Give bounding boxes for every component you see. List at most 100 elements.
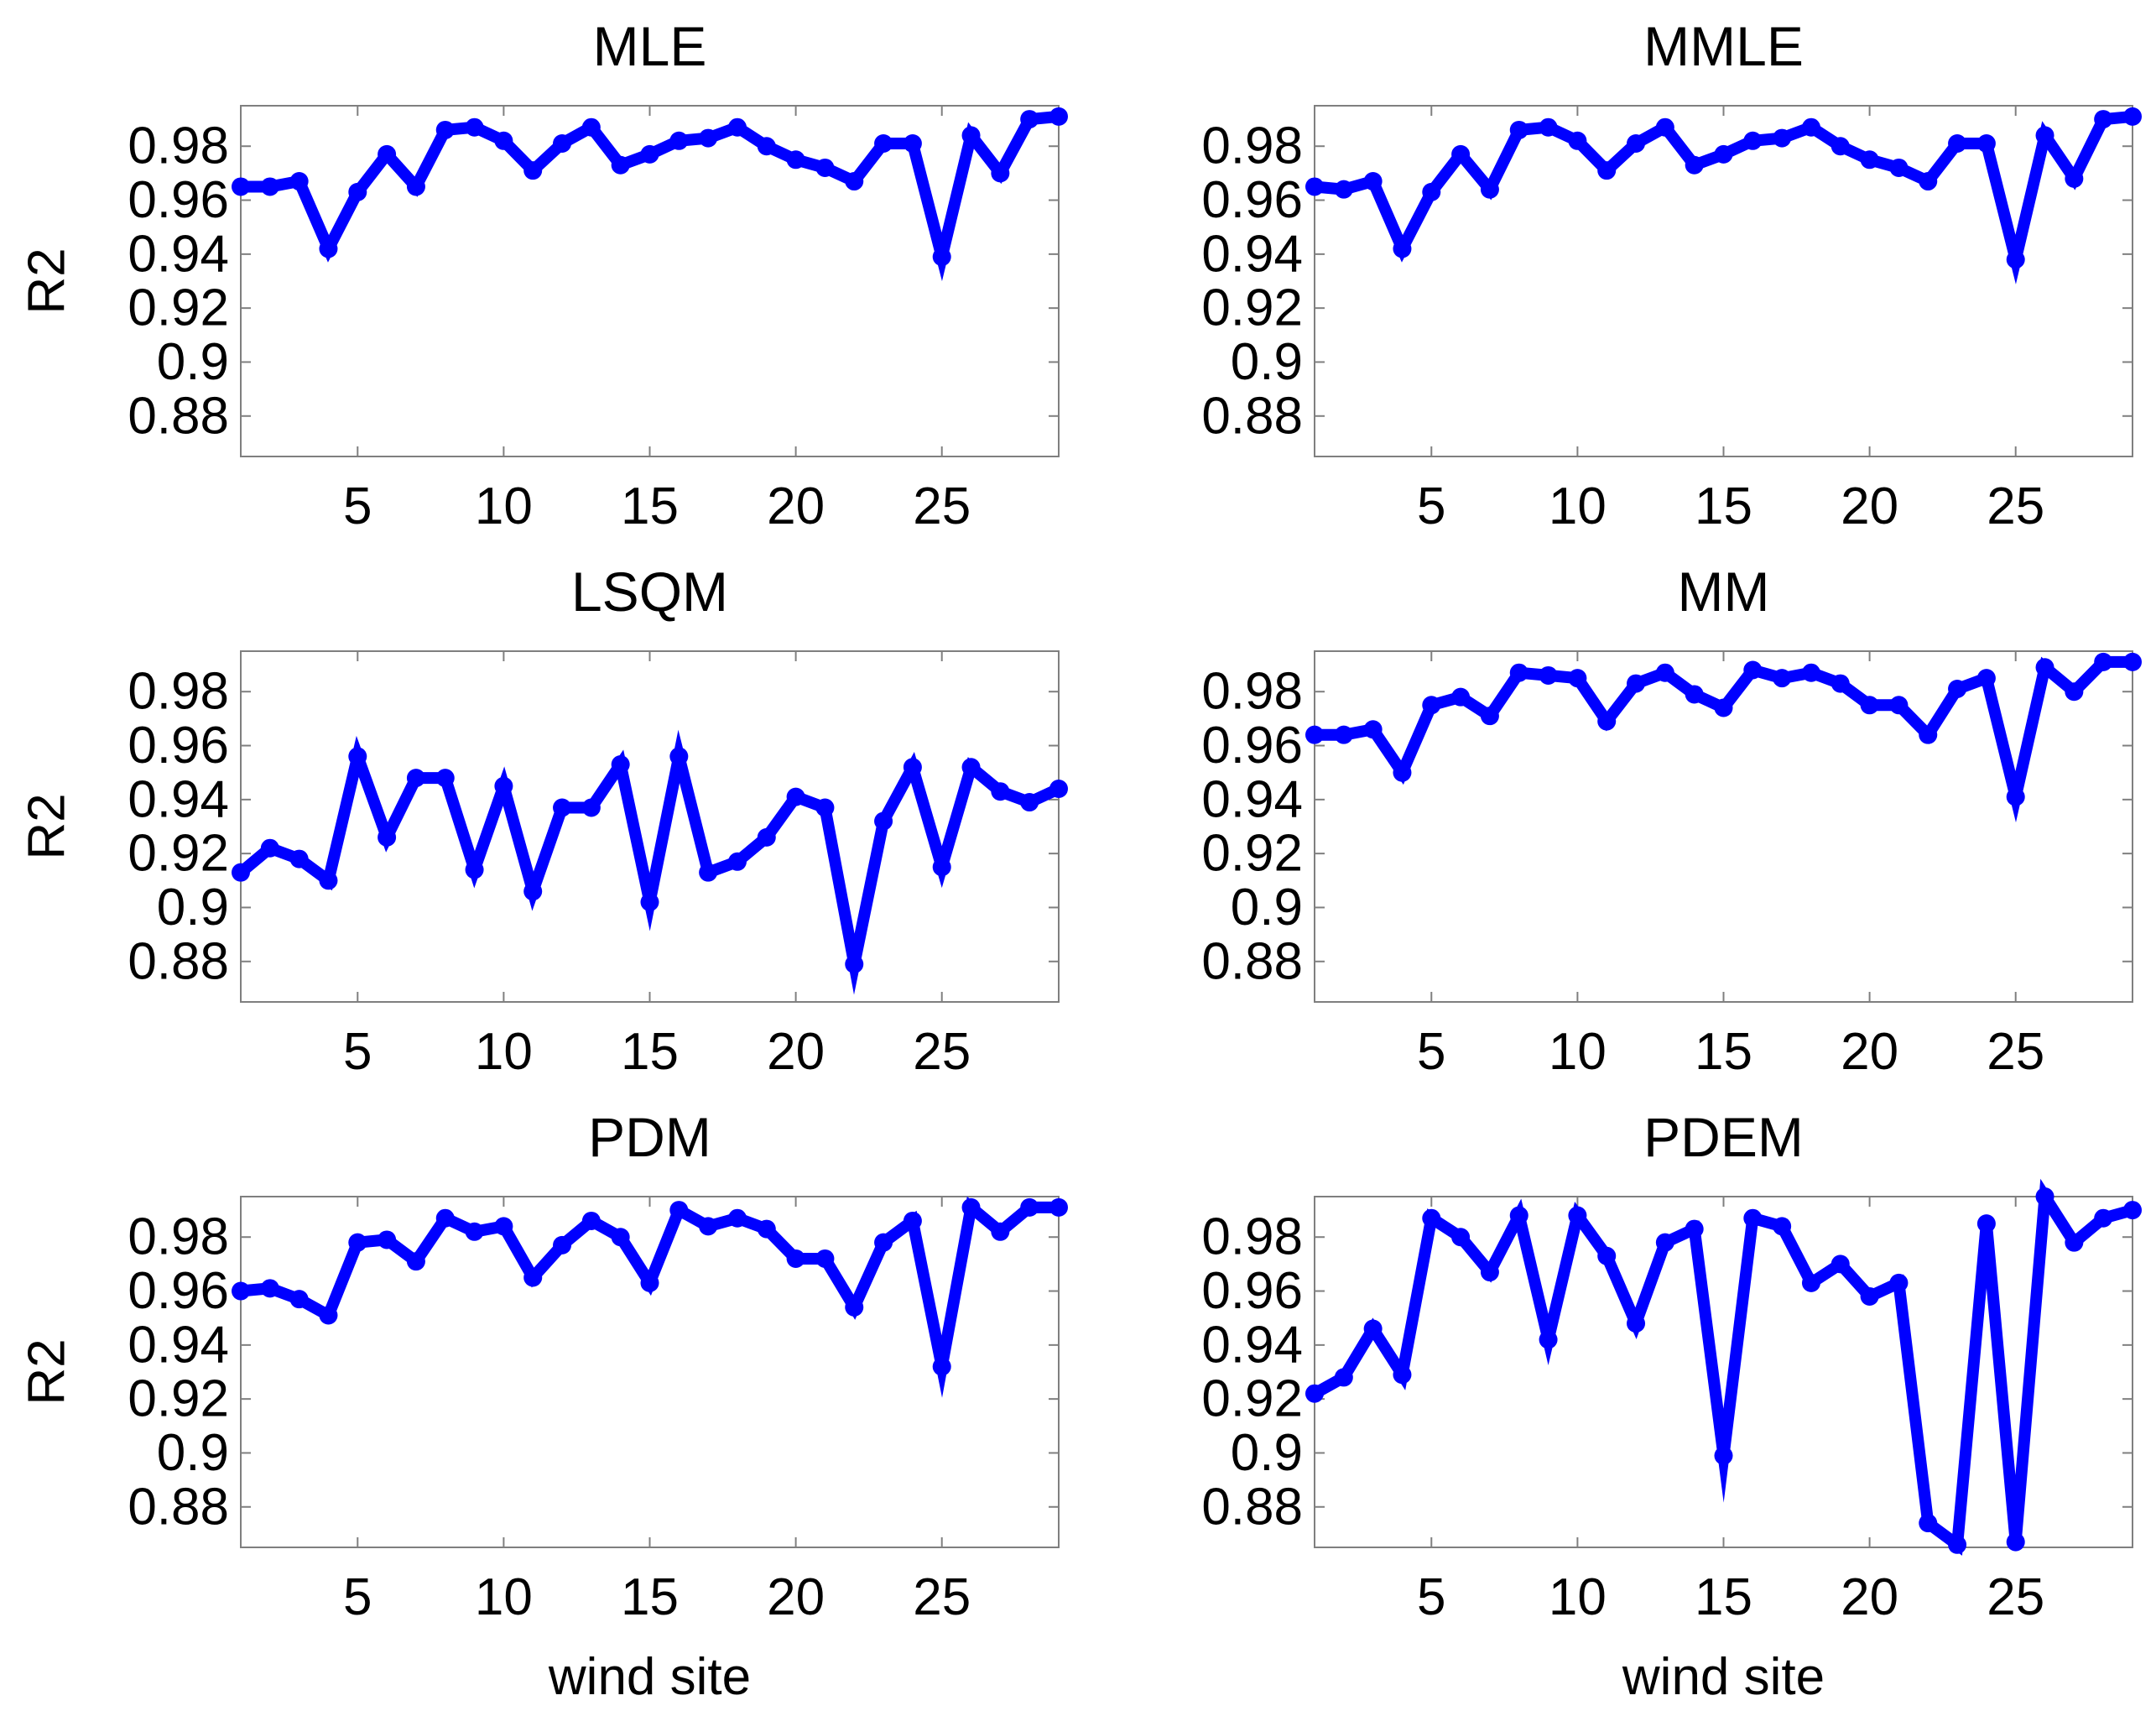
- data-point: [1948, 1535, 1967, 1554]
- data-point: [611, 155, 630, 175]
- data-point: [1334, 1368, 1353, 1387]
- data-point: [2035, 1187, 2054, 1206]
- x-tick-label: 10: [1549, 1023, 1607, 1081]
- data-point: [1363, 172, 1383, 191]
- data-point: [1393, 1365, 1412, 1385]
- data-point: [1049, 1197, 1068, 1217]
- y-axis-label: R2: [18, 1338, 76, 1405]
- data-point: [1831, 1255, 1850, 1274]
- data-point: [1714, 1446, 1733, 1465]
- y-tick-label: 0.94: [128, 225, 229, 283]
- data-point: [2123, 107, 2142, 126]
- x-tick-label: 5: [1417, 1023, 1445, 1081]
- x-tick-label: 10: [475, 1568, 533, 1626]
- y-tick-label: 0.92: [1201, 1370, 1303, 1428]
- data-point: [260, 177, 279, 196]
- data-point: [1451, 687, 1471, 707]
- data-point: [961, 1197, 981, 1217]
- data-point: [2006, 250, 2025, 269]
- data-point: [581, 1211, 601, 1230]
- data-point: [1948, 680, 1967, 699]
- y-tick-label: 0.9: [1231, 1424, 1303, 1482]
- data-point: [727, 852, 747, 871]
- data-point: [1685, 685, 1704, 704]
- subplot-mle: 0.880.90.920.940.960.98 5 10 15 20 25 MLE R2: [18, 15, 1068, 535]
- y-tick-label: 0.96: [128, 171, 229, 229]
- data-point: [1480, 1263, 1499, 1282]
- x-tick-label: 20: [1841, 1023, 1898, 1081]
- data-point: [1568, 669, 1587, 688]
- y-tick-label: 0.9: [157, 333, 229, 391]
- y-tick-label: 0.96: [128, 717, 229, 775]
- subplot-lsqm: 0.880.90.920.940.960.98 5 10 15 20 25 LSQM R2: [18, 561, 1068, 1081]
- data-point: [640, 893, 659, 912]
- data-point: [1889, 158, 1909, 177]
- y-tick-label: 0.92: [1201, 279, 1303, 337]
- data-point: [1334, 725, 1353, 744]
- data-point: [757, 1219, 776, 1239]
- data-point: [1714, 698, 1733, 717]
- data-point: [903, 1211, 922, 1230]
- data-point: [1655, 663, 1674, 682]
- y-axis-label: R2: [18, 793, 76, 859]
- x-tick-label: 25: [913, 477, 971, 535]
- data-point: [1860, 1286, 1879, 1306]
- data-point: [1020, 793, 1039, 812]
- data-point: [1773, 669, 1792, 688]
- data-point: [260, 1279, 279, 1298]
- y-tick-label: 0.88: [1201, 1478, 1303, 1536]
- data-point: [1480, 707, 1499, 726]
- data-point: [319, 239, 338, 258]
- data-point: [757, 137, 776, 156]
- data-point: [1831, 674, 1850, 693]
- data-point: [845, 1297, 864, 1317]
- data-point: [815, 1249, 835, 1268]
- subplot-title: PDM: [588, 1106, 711, 1168]
- data-point: [2065, 1233, 2084, 1252]
- data-point: [1597, 161, 1617, 180]
- y-tick-label: 0.92: [1201, 825, 1303, 883]
- y-tick-label: 0.88: [128, 387, 229, 445]
- y-tick-label: 0.92: [128, 1370, 229, 1428]
- y-tick-label: 0.88: [1201, 932, 1303, 990]
- data-point: [1480, 180, 1499, 199]
- data-point: [932, 1357, 951, 1376]
- y-tick-label: 0.98: [128, 663, 229, 721]
- data-point: [465, 1222, 484, 1241]
- x-tick-label: 20: [767, 1023, 825, 1081]
- data-point: [1509, 120, 1528, 139]
- x-tick-label: 5: [343, 477, 372, 535]
- data-point: [319, 1306, 338, 1325]
- data-point: [232, 863, 250, 882]
- data-point: [1976, 669, 1996, 688]
- data-point: [1049, 779, 1068, 798]
- data-point: [1948, 134, 1967, 154]
- data-point: [435, 1208, 455, 1228]
- data-point: [1831, 137, 1850, 156]
- data-point: [874, 134, 893, 154]
- y-tick-label: 0.98: [128, 117, 229, 175]
- data-point: [1539, 1330, 1558, 1349]
- data-point: [699, 863, 718, 882]
- subplot-pdem: 0.880.90.920.940.960.98 5 10 15 20 25 PDEM wind…: [1201, 1106, 2142, 1706]
- data-point: [581, 117, 601, 137]
- y-tick-label: 0.9: [157, 879, 229, 936]
- data-point: [1801, 663, 1820, 682]
- data-point: [640, 144, 659, 164]
- data-point: [1685, 155, 1704, 175]
- data-point: [786, 150, 805, 170]
- x-tick-label: 5: [343, 1023, 372, 1081]
- data-point: [1451, 1228, 1471, 1247]
- y-tick-label: 0.96: [1201, 171, 1303, 229]
- y-tick-label: 0.96: [128, 1262, 229, 1320]
- series-line: [1315, 655, 2133, 823]
- data-point: [1655, 1233, 1674, 1252]
- y-tick-label: 0.98: [1201, 1208, 1303, 1266]
- data-point: [1801, 117, 1820, 137]
- data-point: [1539, 665, 1558, 685]
- subplot-title: MMLE: [1643, 15, 1804, 77]
- y-tick-label: 0.94: [128, 1316, 229, 1374]
- data-point: [1685, 1219, 1704, 1239]
- data-point: [1509, 1206, 1528, 1225]
- data-point: [378, 827, 397, 847]
